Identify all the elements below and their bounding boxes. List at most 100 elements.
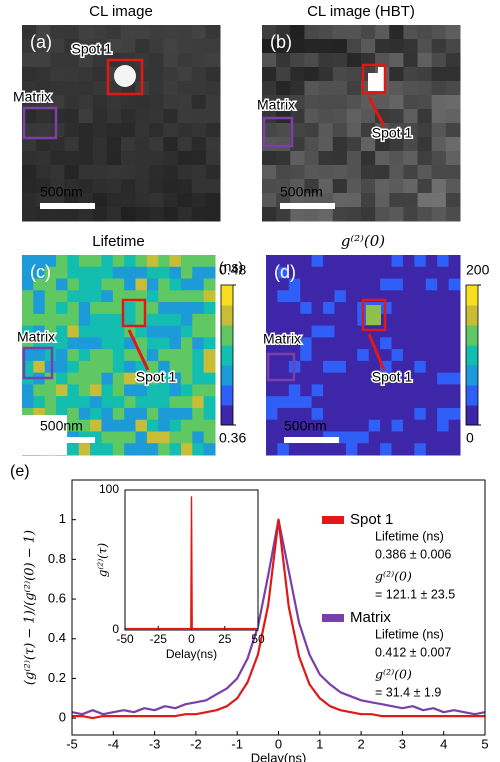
- image-pixel: [414, 337, 427, 350]
- image-pixel: [135, 360, 148, 374]
- image-pixel: [380, 372, 393, 385]
- image-pixel: [288, 255, 301, 268]
- image-pixel: [135, 372, 148, 385]
- spot-arrow: [127, 329, 150, 371]
- image-pixel: [124, 266, 137, 280]
- image-pixel: [445, 151, 461, 166]
- image-pixel: [135, 165, 150, 180]
- image-pixel: [192, 396, 205, 409]
- image-pixel: [323, 360, 335, 374]
- image-pixel: [180, 266, 193, 280]
- image-pixel: [92, 81, 108, 96]
- image-pixel: [300, 396, 313, 409]
- spot-arrow: [367, 333, 386, 371]
- image-pixel: [276, 67, 291, 82]
- image-pixel: [135, 325, 148, 338]
- image-pixel: [101, 302, 114, 315]
- image-pixel: [124, 360, 137, 374]
- image-pixel: [332, 165, 348, 180]
- image-pixel: [403, 179, 419, 194]
- image-pixel: [345, 278, 358, 291]
- image-pixel: [192, 302, 205, 315]
- image-pixel: [431, 165, 447, 180]
- colorbar-segment: [466, 385, 478, 406]
- image-pixel: [33, 407, 46, 421]
- image-pixel: [78, 179, 94, 194]
- image-pixel: [391, 290, 404, 303]
- x-tick-label: -50: [116, 632, 134, 646]
- image-pixel: [323, 349, 335, 362]
- image-pixel: [357, 396, 370, 409]
- image-pixel: [180, 337, 193, 350]
- image-pixel: [361, 109, 376, 124]
- image-pixel: [402, 255, 415, 268]
- image-pixel: [318, 137, 334, 152]
- image-pixel: [146, 266, 159, 280]
- image-pixel: [391, 407, 404, 421]
- image-pixel: [445, 39, 461, 54]
- image-pixel: [437, 431, 450, 444]
- image-pixel: [417, 67, 433, 82]
- image-pixel: [425, 419, 438, 432]
- image-pixel: [64, 109, 80, 124]
- image-pixel: [318, 53, 334, 68]
- image-pixel: [357, 266, 370, 280]
- image-pixel: [288, 302, 301, 315]
- image-pixel: [22, 95, 37, 110]
- image-pixel: [191, 67, 207, 82]
- image-pixel: [277, 266, 290, 280]
- image-pixel: [67, 360, 80, 374]
- x-tick-label: -4: [108, 736, 120, 751]
- image-pixel: [445, 25, 461, 40]
- image-pixel: [276, 25, 291, 40]
- image-pixel: [33, 313, 46, 327]
- x-tick-label: -5: [66, 736, 78, 751]
- image-pixel: [262, 53, 277, 68]
- image-pixel: [414, 325, 427, 338]
- image-pixel: [368, 431, 381, 444]
- image-pixel: [205, 39, 221, 54]
- image-pixel: [90, 419, 102, 432]
- image-pixel: [90, 431, 102, 444]
- image-pixel: [357, 407, 370, 421]
- image-pixel: [389, 67, 404, 82]
- image-pixel: [403, 25, 419, 40]
- image-pixel: [192, 360, 205, 374]
- image-pixel: [276, 53, 291, 68]
- image-pixel: [135, 384, 148, 397]
- image-pixel: [389, 109, 404, 124]
- image-pixel: [357, 419, 370, 432]
- image-pixel: [262, 179, 277, 194]
- image-pixel: [67, 349, 80, 362]
- image-pixel: [191, 151, 207, 166]
- image-pixel: [361, 207, 376, 222]
- image-pixel: [346, 95, 362, 110]
- image-pixel: [323, 302, 335, 315]
- image-pixel: [56, 290, 68, 303]
- image-pixel: [334, 266, 347, 280]
- image-pixel: [112, 419, 125, 432]
- image-pixel: [44, 396, 57, 409]
- image-pixel: [78, 137, 94, 152]
- colorbar-tick-label: 0: [466, 430, 474, 446]
- image-pixel: [357, 372, 370, 385]
- image-pixel: [334, 313, 347, 327]
- image-pixel: [332, 95, 348, 110]
- image-pixel: [311, 266, 324, 280]
- matrix-box: [22, 346, 54, 380]
- image-pixel: [33, 325, 46, 338]
- image-pixel: [300, 443, 313, 456]
- image-pixel: [361, 137, 376, 152]
- image-pixel: [368, 349, 381, 362]
- image-pixel: [149, 81, 164, 96]
- image-pixel: [262, 25, 277, 40]
- image-pixel: [311, 349, 324, 362]
- image-pixel: [357, 431, 370, 444]
- image-pixel: [318, 207, 334, 222]
- image-pixel: [391, 360, 404, 374]
- image-pixel: [180, 360, 193, 374]
- image-pixel: [92, 53, 108, 68]
- image-pixel: [36, 207, 51, 222]
- image-pixel: [437, 419, 450, 432]
- image-pixel: [276, 207, 291, 222]
